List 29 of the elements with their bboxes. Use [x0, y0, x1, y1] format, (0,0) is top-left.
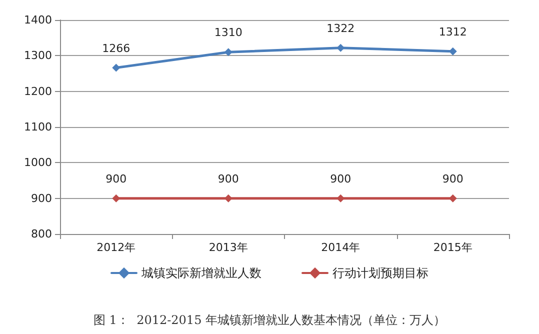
point	[448, 194, 457, 202]
data-label: 900	[442, 172, 464, 186]
point	[224, 48, 232, 56]
x-tick-label: 2013年	[208, 241, 248, 254]
y-tick-label: 1000	[24, 156, 52, 170]
legend-label: 行动计划预期目标	[332, 266, 428, 280]
point	[112, 194, 120, 202]
data-label: 900	[106, 172, 127, 186]
y-tick-label: 1200	[24, 84, 52, 98]
data-label: 900	[330, 172, 352, 186]
legend-label: 城镇实际新增就业人数	[140, 266, 262, 280]
y-tick-label: 800	[31, 228, 52, 240]
data-label: 900	[218, 172, 239, 186]
point	[224, 194, 232, 202]
data-label: 1310	[214, 26, 242, 40]
data-label: 1312	[438, 25, 467, 38]
y-tick-label: 1100	[24, 120, 52, 134]
y-tick-label: 1400	[24, 14, 52, 26]
data-label: 1266	[102, 42, 130, 55]
data-label: 1322	[326, 22, 355, 35]
x-tick-label: 2015年	[433, 241, 472, 254]
x-tick-label: 2012年	[96, 241, 136, 254]
caption: 图 1： 2012-2015 年城镇新增就业人数基本情况（单位：万人）	[93, 313, 446, 327]
y-tick-label: 900	[31, 192, 52, 205]
y-tick-label: 1300	[24, 49, 52, 62]
point	[336, 194, 345, 202]
point	[112, 64, 120, 72]
point	[336, 44, 345, 52]
x-tick-label: 2014年	[321, 241, 360, 254]
